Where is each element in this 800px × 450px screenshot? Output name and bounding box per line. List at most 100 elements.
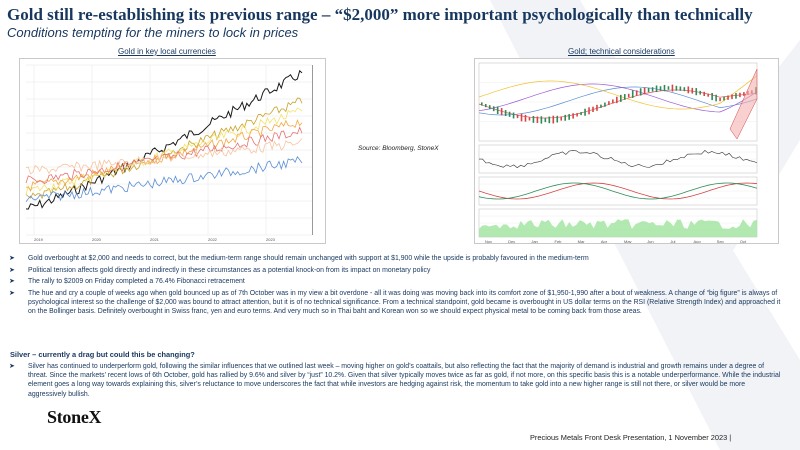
price-candle (639, 88, 642, 96)
moving-average-line (478, 83, 758, 113)
price-candle (663, 84, 666, 92)
gold-technical-svg: Nov Dec Jan Feb Mar Apr May Jun Jul Aug Sep Oct (475, 59, 778, 244)
price-candle (540, 116, 543, 124)
price-candle (671, 84, 674, 92)
bullet-item: ➤ The hue and cry a couple of weeks ago w… (8, 289, 783, 317)
logo-text: StoneX (47, 407, 102, 427)
bullet-item: ➤ Political tension affects gold directly… (8, 266, 783, 275)
price-candle (691, 87, 694, 94)
macd-line (478, 182, 758, 200)
price-candle (707, 93, 709, 97)
price-candle (484, 103, 487, 108)
price-candle (564, 114, 566, 121)
price-candle (604, 102, 606, 107)
x-tick-label: 2020 (92, 237, 102, 242)
slide-title: Gold still re-establishing its previous … (7, 5, 753, 24)
price-candle (647, 87, 650, 93)
price-candle (683, 87, 686, 92)
price-candle (592, 106, 594, 113)
price-candle (711, 92, 713, 101)
gold-local-currencies-chart: 2019 2020 2021 2022 2023 (19, 58, 326, 244)
x-tick-label: Jul (670, 239, 675, 244)
price-candle (679, 86, 682, 91)
gold-local-currencies-svg: 2019 2020 2021 2022 2023 (20, 59, 325, 243)
price-candle (620, 94, 622, 102)
slide-subtitle: Conditions tempting for the miners to lo… (7, 25, 299, 40)
price-candle (520, 113, 523, 122)
arrow-bullet-icon: ➤ (9, 363, 15, 370)
price-candle (612, 99, 614, 104)
price-candle (616, 96, 618, 104)
bullet-text: Political tension affects gold directly … (28, 266, 431, 274)
gold-technical-chart: Nov Dec Jan Feb Mar Apr May Jun Jul Aug Sep Oct (474, 58, 779, 244)
price-candle (715, 94, 717, 102)
rsi-line (478, 149, 758, 169)
price-candle (508, 111, 511, 117)
x-tick-label: Jan (531, 239, 537, 244)
price-candle (544, 117, 547, 123)
currency-series-line (25, 97, 303, 200)
currency-series-line (25, 107, 303, 195)
x-tick-label: Sep (717, 239, 725, 244)
bullet-item: ➤ The rally to $2009 on Friday completed … (8, 277, 783, 286)
arrow-bullet-icon: ➤ (9, 255, 15, 262)
price-candle (703, 91, 705, 96)
price-candle (695, 88, 698, 96)
price-candle (699, 90, 702, 95)
y-axis-line (312, 65, 313, 235)
price-candle (568, 114, 570, 120)
price-candle (536, 116, 539, 124)
price-candle (504, 110, 507, 117)
moving-average-line (478, 75, 758, 110)
price-candle (739, 92, 741, 98)
silver-section-heading: Silver – currently a drag but could this… (10, 350, 195, 359)
price-candle (560, 116, 563, 121)
price-candle (596, 104, 598, 111)
x-tick-label: 2022 (208, 237, 218, 242)
currency-series-line (25, 126, 303, 184)
price-candle (500, 108, 503, 116)
macd-line (478, 182, 758, 200)
price-candle (635, 90, 638, 96)
price-candle (556, 115, 559, 123)
bollinger-channel (729, 68, 758, 140)
price-candle (524, 114, 527, 122)
x-tick-label: Mar (578, 239, 586, 244)
bullet-list: ➤ Gold overbought at $2,000 and needs to … (8, 254, 783, 319)
price-candle (488, 105, 491, 110)
price-candle (735, 93, 737, 99)
price-candle (580, 112, 582, 116)
bullet-text: The hue and cry a couple of weeks ago wh… (28, 289, 781, 316)
x-tick-label: 2019 (34, 237, 44, 242)
price-candle (727, 95, 729, 100)
x-tick-label: May (624, 239, 632, 244)
price-candle (675, 85, 678, 91)
price-candle (659, 86, 662, 91)
price-candle (528, 117, 531, 121)
price-candle (627, 93, 630, 98)
x-tick-label: Jun (647, 239, 653, 244)
price-candle (516, 114, 519, 119)
price-candle (481, 102, 483, 106)
price-candle (608, 101, 610, 105)
footer-text: Precious Metals Front Desk Presentation,… (530, 433, 732, 442)
source-note: Source: Bloomberg, StoneX (358, 145, 439, 152)
arrow-bullet-icon: ➤ (9, 266, 15, 274)
price-candle (623, 94, 626, 100)
bullet-text: Gold overbought at $2,000 and needs to c… (28, 255, 589, 262)
x-tick-label: Dec (508, 239, 515, 244)
price-candle (723, 96, 725, 101)
currency-series-line (25, 138, 303, 175)
x-tick-label: Nov (485, 239, 492, 244)
price-candle (667, 86, 670, 90)
volume-area (479, 219, 757, 237)
price-candle (572, 113, 574, 119)
price-candle (532, 115, 535, 123)
silver-section-body: ➤ Silver has continued to underperform g… (8, 362, 783, 399)
moving-average-line (478, 86, 758, 116)
price-candle (588, 107, 590, 115)
x-tick-label: 2021 (150, 237, 160, 242)
currency-series-line (25, 156, 303, 202)
price-candle (731, 94, 733, 100)
price-candle (576, 113, 578, 117)
